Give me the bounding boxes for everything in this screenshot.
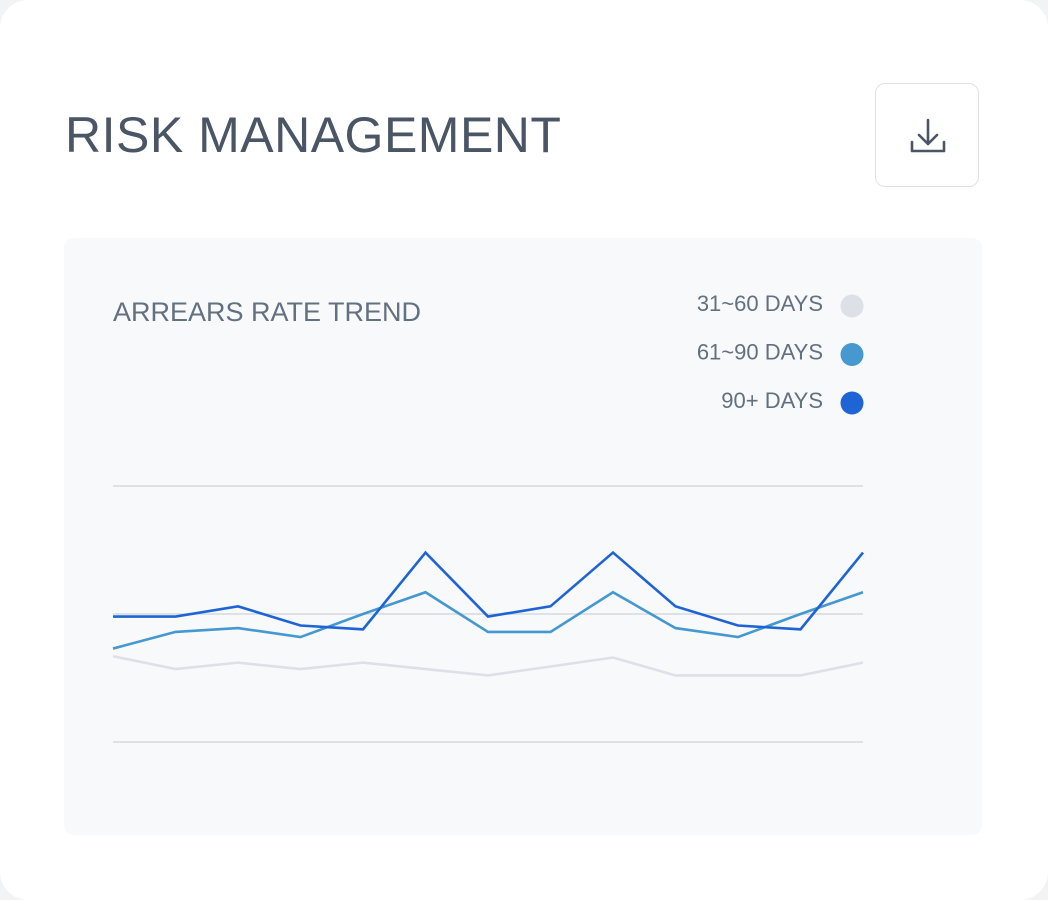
download-icon [910,118,946,153]
legend-label: 31~60 DAYS [697,291,823,316]
chart-panel [64,238,982,835]
download-button[interactable] [875,83,979,187]
legend-swatch [840,294,864,318]
page-title: RISK MANAGEMENT [65,107,562,163]
legend-swatch [840,391,864,415]
series-line [113,550,865,631]
legend-swatch [840,343,864,366]
legend-label: 61~90 DAYS [697,339,823,364]
legend-label: 90+ DAYS [721,388,823,413]
chart-title: ARREARS RATE TREND [113,297,421,327]
series-line [112,590,864,650]
series-line [112,654,864,677]
